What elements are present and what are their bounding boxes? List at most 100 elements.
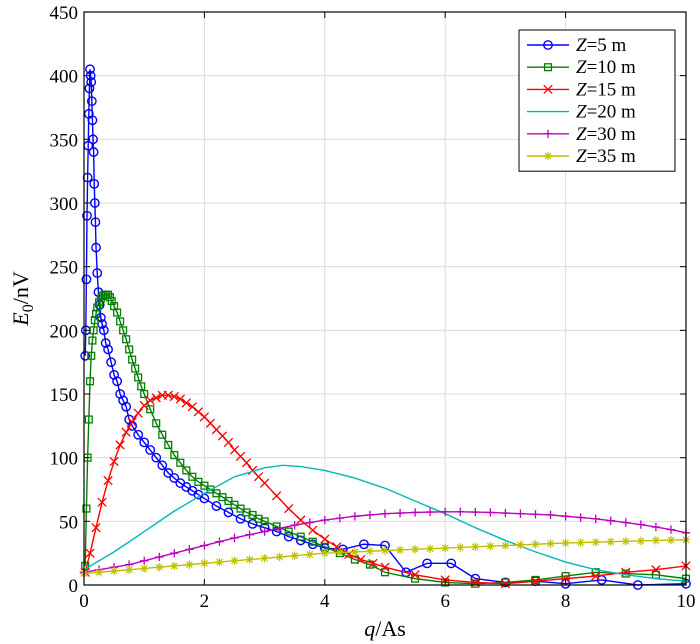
data-point [441, 507, 450, 516]
y-axis-unit: /nV [8, 271, 33, 304]
data-point [211, 501, 222, 511]
data-point [501, 541, 510, 550]
data-point [296, 532, 305, 541]
data-point [86, 77, 97, 87]
legend-label: Z=30 m [576, 124, 636, 145]
data-point [85, 64, 95, 75]
data-point [380, 568, 390, 577]
data-point [140, 564, 149, 573]
data-point [471, 542, 480, 551]
data-point [87, 351, 96, 360]
data-point [380, 509, 390, 518]
data-point [284, 527, 293, 536]
data-point [591, 571, 601, 581]
plot-frame [83, 11, 687, 586]
data-point [365, 510, 375, 520]
data-point [121, 427, 131, 437]
data-point [88, 147, 99, 157]
data-point [308, 525, 318, 535]
data-point [359, 539, 369, 550]
series-z-3 [83, 464, 687, 582]
y-tick-label-3: 150 [50, 385, 79, 406]
data-point [82, 210, 92, 221]
data-point [188, 472, 197, 481]
data-point [471, 507, 480, 517]
data-point [651, 522, 661, 532]
data-point [122, 335, 131, 344]
data-point [260, 517, 269, 526]
data-point [242, 508, 251, 517]
data-point [80, 350, 91, 361]
data-point [560, 573, 571, 584]
data-point [621, 518, 630, 527]
legend-marker [543, 84, 553, 95]
data-point [271, 491, 282, 501]
data-point [169, 391, 179, 402]
legend-value: =5 m [587, 35, 627, 56]
data-point [169, 473, 180, 483]
data-point [155, 562, 164, 572]
data-point [441, 543, 450, 553]
series-z-2 [80, 390, 691, 589]
data-point [170, 451, 179, 460]
data-point [116, 317, 125, 326]
data-point [591, 538, 600, 547]
data-point [109, 566, 119, 576]
data-point [335, 548, 345, 557]
legend-marker [543, 151, 553, 161]
data-point [365, 547, 375, 556]
data-point [636, 520, 646, 529]
data-point [193, 407, 204, 417]
data-point [121, 401, 132, 412]
y-tick-label-0: 0 [69, 576, 79, 597]
data-point [109, 456, 119, 467]
y-tick-label-7: 350 [50, 130, 79, 151]
data-point [486, 508, 495, 517]
data-point [158, 430, 167, 439]
data-point [356, 554, 366, 565]
data-point [516, 509, 525, 518]
data-point [320, 515, 329, 525]
data-point [103, 344, 113, 355]
data-point [92, 268, 103, 278]
data-point [245, 530, 254, 539]
legend-marker [543, 129, 553, 138]
data-point [305, 550, 314, 559]
data-point [395, 545, 405, 555]
data-point [651, 536, 661, 545]
data-point [260, 527, 269, 536]
legend-var: Z [576, 57, 587, 78]
legend-value: =35 m [587, 146, 636, 167]
data-point [290, 520, 299, 530]
legend-label: Z=20 m [576, 102, 636, 123]
data-point [284, 503, 294, 514]
data-point [125, 345, 134, 354]
data-point [119, 326, 128, 335]
data-point [182, 466, 191, 475]
data-point [124, 565, 134, 574]
data-point [112, 376, 123, 387]
data-point [636, 536, 646, 546]
data-point [260, 554, 269, 563]
data-point [88, 336, 97, 345]
data-point [100, 338, 111, 348]
legend-value: =30 m [587, 124, 636, 145]
legend: Z=5 mZ=10 mZ=15 mZ=20 mZ=30 mZ=35 m [518, 29, 676, 172]
data-point [410, 570, 420, 580]
legend-item-0: Z=5 m [527, 35, 627, 56]
data-point [91, 523, 101, 533]
data-point [235, 513, 246, 524]
data-point [175, 394, 185, 404]
y-axis-var: E [8, 312, 33, 327]
y-tick-label-1: 50 [59, 512, 78, 533]
data-point [140, 389, 149, 399]
data-point [422, 558, 433, 569]
data-point [106, 357, 116, 368]
data-point [82, 504, 91, 513]
data-point [145, 445, 156, 455]
data-point [500, 579, 511, 589]
legend-var: Z [576, 35, 587, 56]
data-point [290, 551, 299, 560]
data-point [254, 514, 263, 523]
x-tick-label-1: 2 [200, 591, 210, 612]
